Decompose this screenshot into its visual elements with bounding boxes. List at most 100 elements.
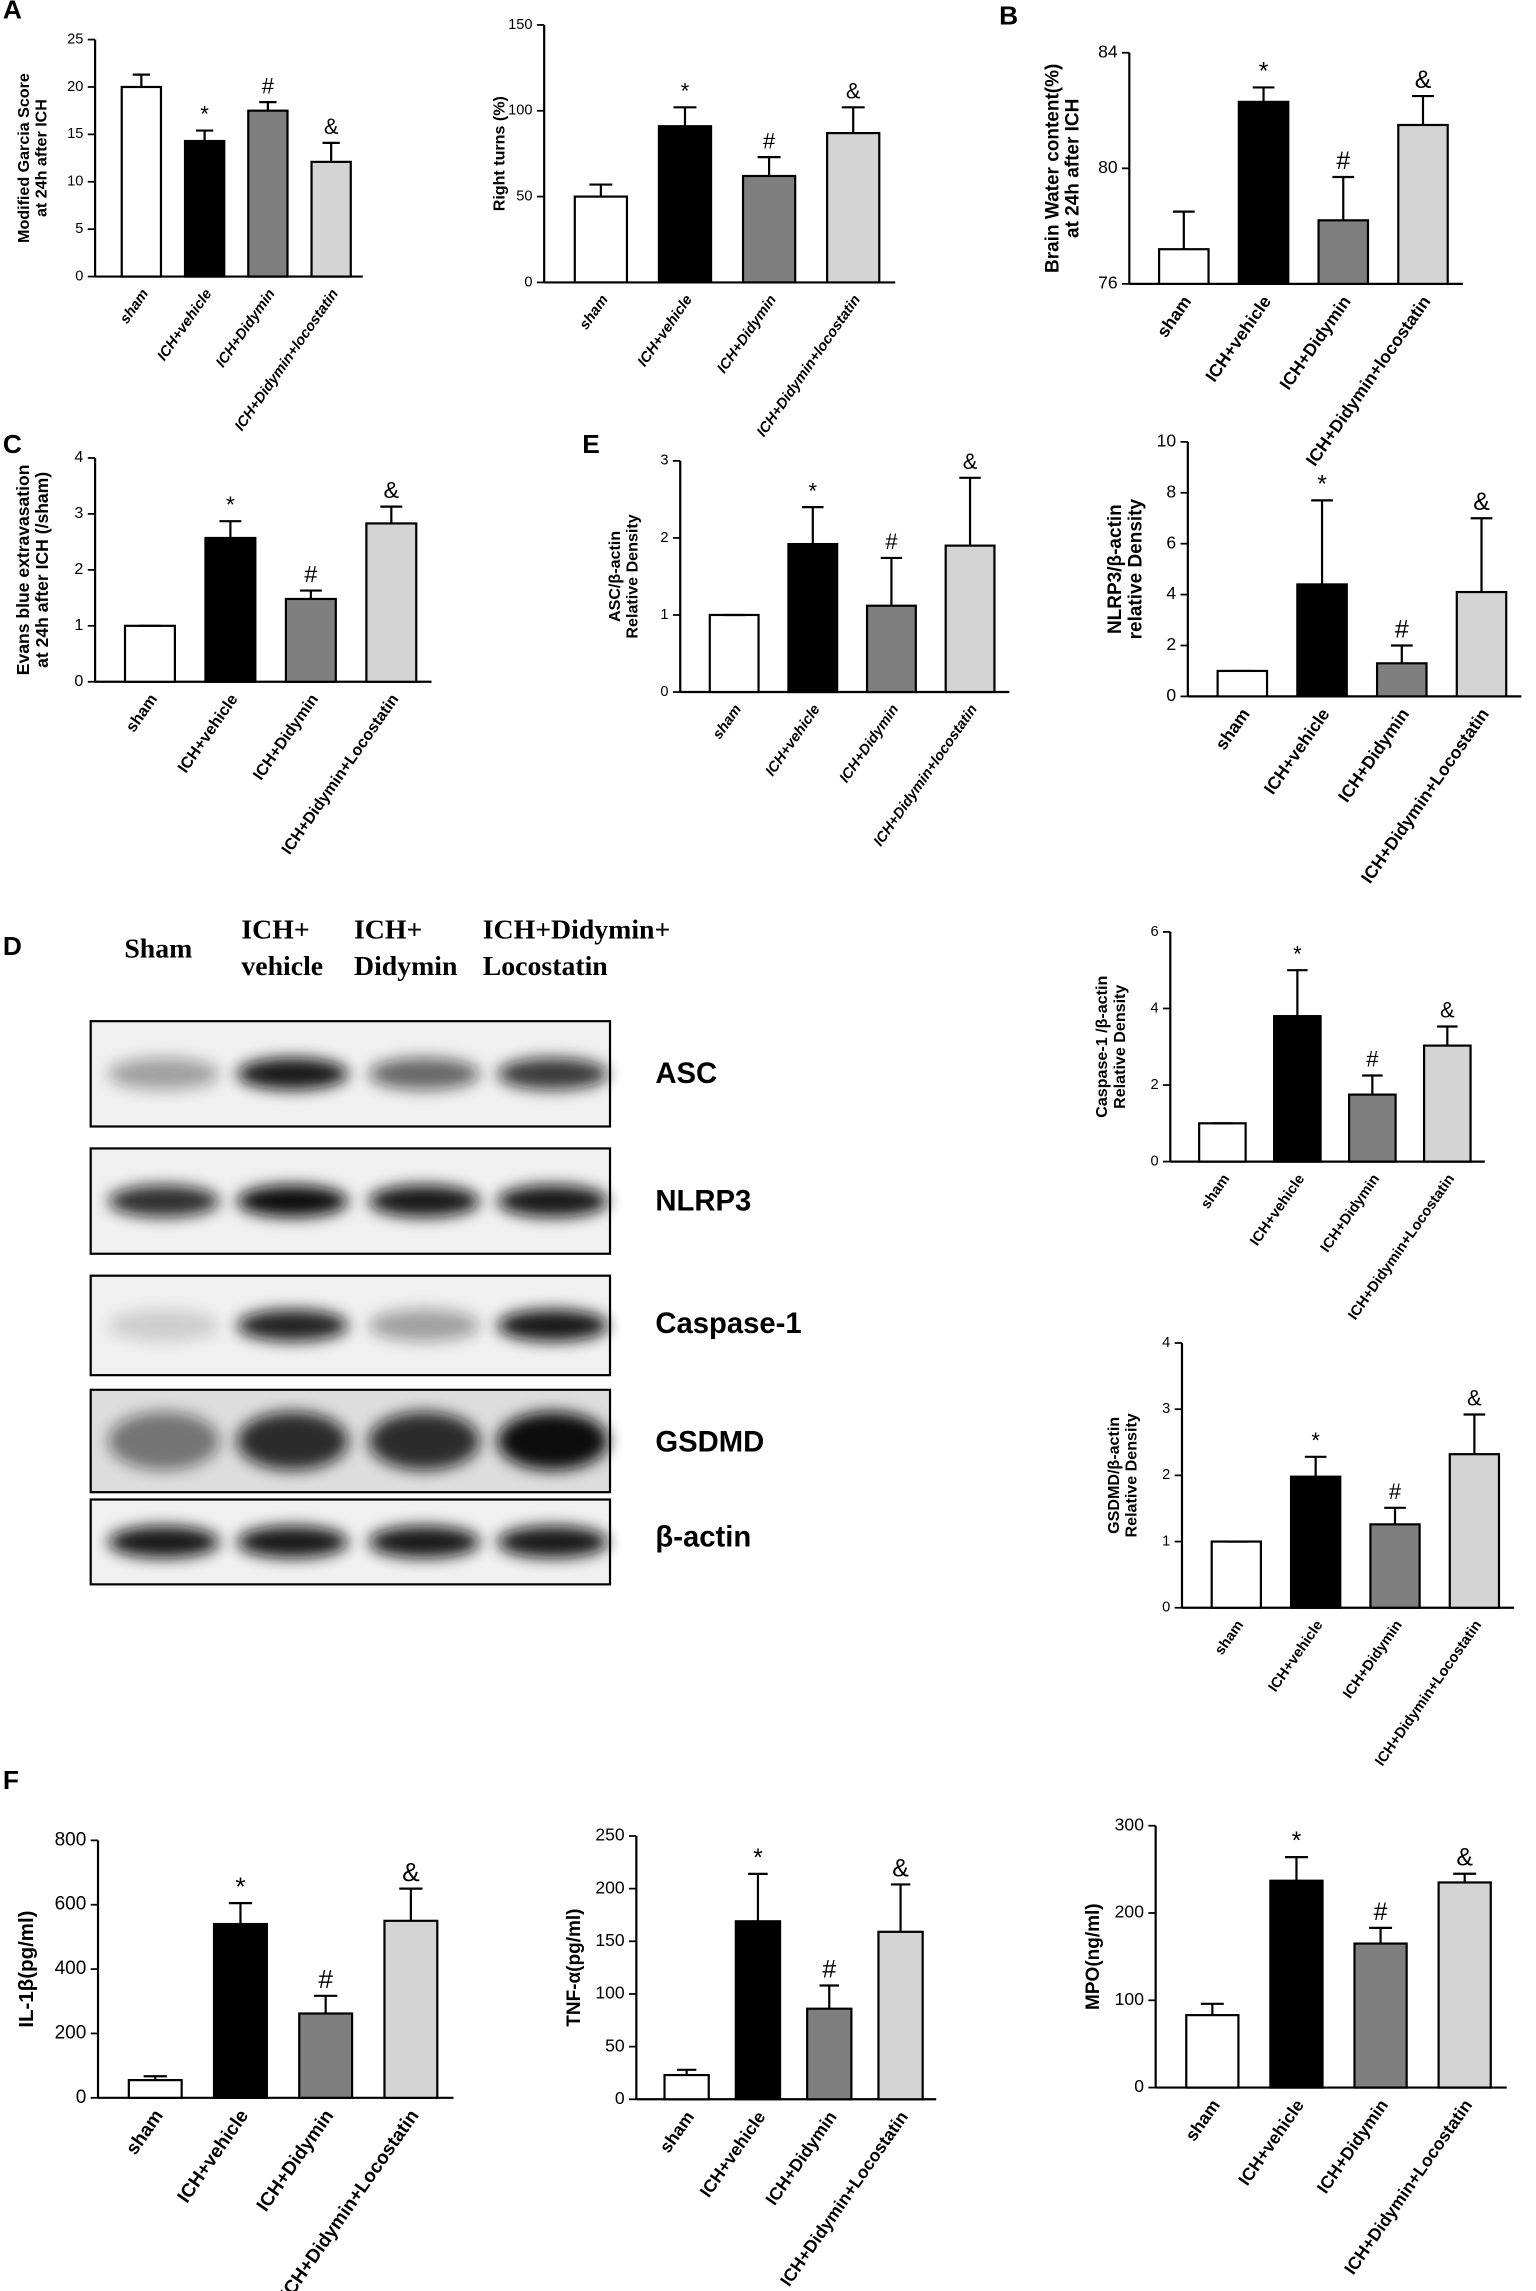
significance-marker: * bbox=[226, 492, 235, 518]
blot-band bbox=[236, 1525, 349, 1559]
panel-letter: A bbox=[3, 0, 22, 25]
y-tick-label: 0 bbox=[1134, 2076, 1144, 2096]
x-tick-label: sham bbox=[122, 2106, 168, 2159]
x-tick-label: ICH+vehicle bbox=[696, 2107, 770, 2201]
bar bbox=[1273, 1015, 1322, 1163]
significance-marker: * bbox=[1259, 57, 1269, 85]
bar bbox=[383, 1919, 439, 2099]
y-axis-label: IL-1β(pg/ml) bbox=[15, 1911, 38, 2028]
error-bar bbox=[1311, 499, 1333, 585]
y-tick-label: 0 bbox=[615, 2088, 625, 2108]
blot-band bbox=[497, 1057, 609, 1090]
blot-label: ASC bbox=[655, 1058, 717, 1090]
bar bbox=[284, 597, 337, 683]
bar bbox=[120, 85, 163, 278]
x-tick-label: sham bbox=[117, 287, 152, 327]
blot-label: GSDMD bbox=[655, 1427, 764, 1459]
error-bar bbox=[819, 1984, 839, 2009]
x-tick-label: ICH+vehicle bbox=[1260, 704, 1334, 798]
blot-label: β-actin bbox=[655, 1522, 751, 1554]
significance-marker: # bbox=[1389, 1479, 1402, 1504]
x-tick-label: sham bbox=[1181, 2096, 1224, 2145]
y-tick-label: 10 bbox=[67, 174, 83, 190]
y-axis-label: TNF-α(pg/ml) bbox=[564, 1908, 585, 2026]
significance-marker: * bbox=[809, 478, 818, 503]
bar bbox=[1185, 2014, 1240, 2089]
significance-marker: * bbox=[1293, 941, 1302, 966]
blot-band bbox=[497, 1184, 609, 1218]
bar bbox=[298, 2012, 354, 2099]
blot-band bbox=[497, 1525, 609, 1559]
error-bar bbox=[1287, 969, 1308, 1017]
error-bar bbox=[299, 589, 322, 599]
x-tick-label: ICH+Didymin bbox=[250, 691, 322, 784]
blot-band bbox=[368, 1525, 480, 1559]
bar bbox=[1348, 1093, 1397, 1163]
y-tick-label: 2 bbox=[1162, 1467, 1170, 1483]
y-tick-label: 2 bbox=[1150, 1077, 1158, 1093]
error-bar bbox=[802, 506, 824, 545]
x-tick-label: sham bbox=[1198, 1172, 1233, 1212]
bar bbox=[865, 604, 917, 694]
y-tick-label: 0 bbox=[1150, 1153, 1158, 1169]
y-tick-label: 76 bbox=[1098, 273, 1118, 293]
y-tick-label: 5 bbox=[75, 221, 83, 237]
significance-marker: & bbox=[1467, 1386, 1482, 1411]
error-bar bbox=[1463, 1413, 1486, 1455]
blot-label: Caspase-1 bbox=[655, 1308, 801, 1340]
significance-marker: # bbox=[1366, 1047, 1379, 1072]
error-bar bbox=[1284, 1856, 1308, 1881]
blot-header: vehicle bbox=[241, 951, 323, 982]
bar bbox=[1437, 1881, 1492, 2089]
blot-band bbox=[108, 1184, 220, 1218]
blot-header: ICH+Didymin+ bbox=[483, 914, 671, 945]
x-tick-label: ICH+vehicle bbox=[174, 691, 241, 776]
blot-band bbox=[368, 1057, 480, 1090]
blot-band bbox=[108, 1411, 220, 1471]
panel-letter: F bbox=[3, 1765, 19, 1795]
y-tick-label: 0 bbox=[524, 274, 532, 290]
bar bbox=[1289, 1475, 1342, 1609]
y-tick-label: 6 bbox=[1166, 532, 1176, 552]
error-bar bbox=[841, 106, 865, 134]
error-bar bbox=[676, 2068, 697, 2076]
y-tick-label: 150 bbox=[595, 1930, 625, 1950]
bar bbox=[657, 125, 713, 284]
y-tick-label: 3 bbox=[1162, 1401, 1170, 1417]
y-tick-label: 15 bbox=[67, 126, 83, 142]
x-tick-label: ICH+Didymin bbox=[1318, 1171, 1384, 1255]
blot-header: Didymin bbox=[354, 951, 458, 982]
significance-marker: # bbox=[318, 1964, 333, 1994]
bar bbox=[573, 195, 629, 284]
error-bar bbox=[1304, 1455, 1327, 1477]
error-bar bbox=[959, 476, 981, 546]
significance-marker: * bbox=[235, 1871, 245, 1901]
error-bar bbox=[1362, 1074, 1383, 1095]
x-tick-label: ICH+Didymin bbox=[213, 286, 279, 370]
significance-marker: # bbox=[885, 529, 898, 554]
bar bbox=[1237, 100, 1290, 285]
x-tick-label: ICH+vehicle bbox=[1201, 292, 1275, 386]
bar bbox=[1369, 1523, 1421, 1609]
x-tick-label: ICH+vehicle bbox=[635, 292, 696, 369]
blot-band bbox=[108, 1309, 220, 1342]
y-axis-label: Relative Density bbox=[1123, 1413, 1141, 1537]
bar bbox=[247, 109, 289, 278]
error-bar bbox=[1384, 1506, 1406, 1525]
y-tick-label: 4 bbox=[1166, 583, 1176, 603]
y-tick-label: 25 bbox=[67, 31, 83, 47]
x-tick-label: ICH+Didymin+Locostatin bbox=[277, 2106, 424, 2291]
y-tick-label: 4 bbox=[1150, 1000, 1158, 1016]
error-bar bbox=[1200, 2002, 1224, 2016]
bar bbox=[1269, 1879, 1324, 2089]
y-axis-label: Modified Garcia Score bbox=[15, 73, 33, 243]
blot-band bbox=[108, 1525, 220, 1559]
error-bar bbox=[259, 101, 277, 111]
blot-band bbox=[236, 1057, 349, 1090]
bar bbox=[1210, 1540, 1262, 1609]
blot-band bbox=[108, 1057, 220, 1090]
y-axis-label: Brain Water content(%) bbox=[1042, 64, 1063, 273]
bar bbox=[1317, 219, 1370, 285]
significance-marker: & bbox=[892, 1854, 909, 1882]
